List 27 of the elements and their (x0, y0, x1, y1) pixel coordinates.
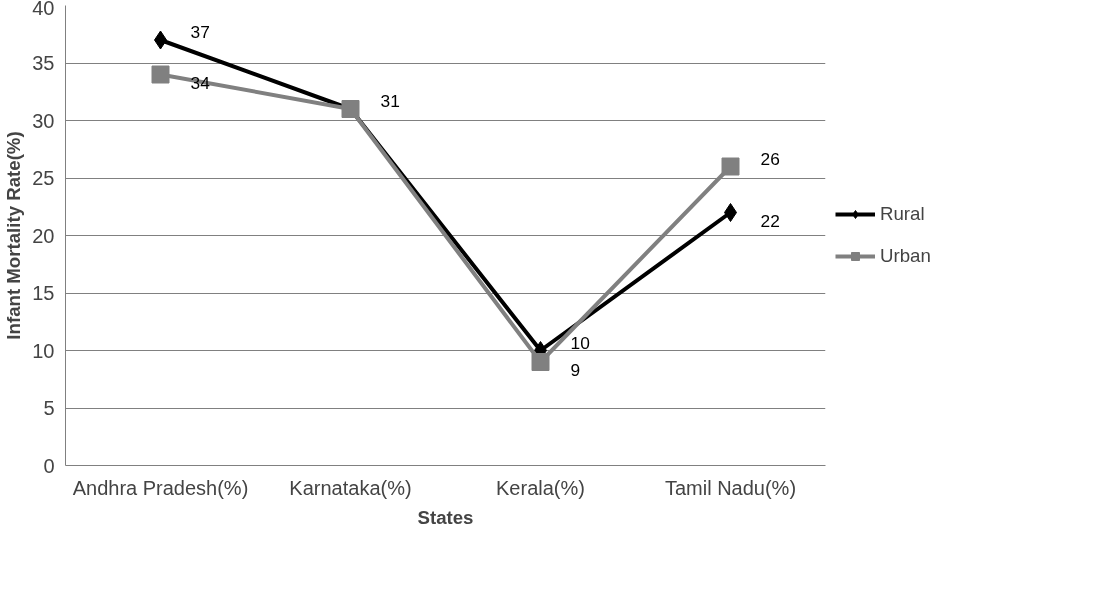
x-tick-label: Andhra Pradesh(%) (72, 476, 249, 499)
y-axis-title: Infant Mortality Rate(%) (3, 131, 25, 340)
y-tick-label: 10 (32, 339, 55, 362)
y-tick-label: 30 (32, 109, 55, 132)
y-tick-label: 40 (32, 0, 55, 19)
x-tick-label: Tamil Nadu(%) (664, 476, 797, 499)
data-label: 31 (380, 91, 400, 111)
x-axis-title: States (417, 506, 474, 528)
data-label: 10 (570, 332, 590, 353)
point (151, 65, 170, 84)
data-label: 9 (570, 360, 581, 380)
y-tick-label: 5 (43, 397, 55, 419)
x-tick-label: Kerala(%) (496, 476, 585, 499)
y-tick-label: 15 (32, 282, 55, 304)
legend-label: Urban (880, 245, 931, 267)
data-label: 26 (760, 148, 780, 169)
y-tick-label: 25 (32, 167, 55, 189)
y-tick-label: 0 (43, 454, 55, 477)
y-tick-label: 35 (32, 52, 55, 74)
y-tick-label: 20 (32, 224, 55, 247)
legend-label: Rural (880, 203, 925, 225)
point (721, 157, 740, 176)
point (531, 353, 550, 371)
data-label: 34 (190, 72, 211, 93)
data-label: 37 (190, 22, 210, 42)
data-label: 22 (760, 210, 780, 231)
x-tick-label: Karnataka(%) (289, 476, 412, 499)
